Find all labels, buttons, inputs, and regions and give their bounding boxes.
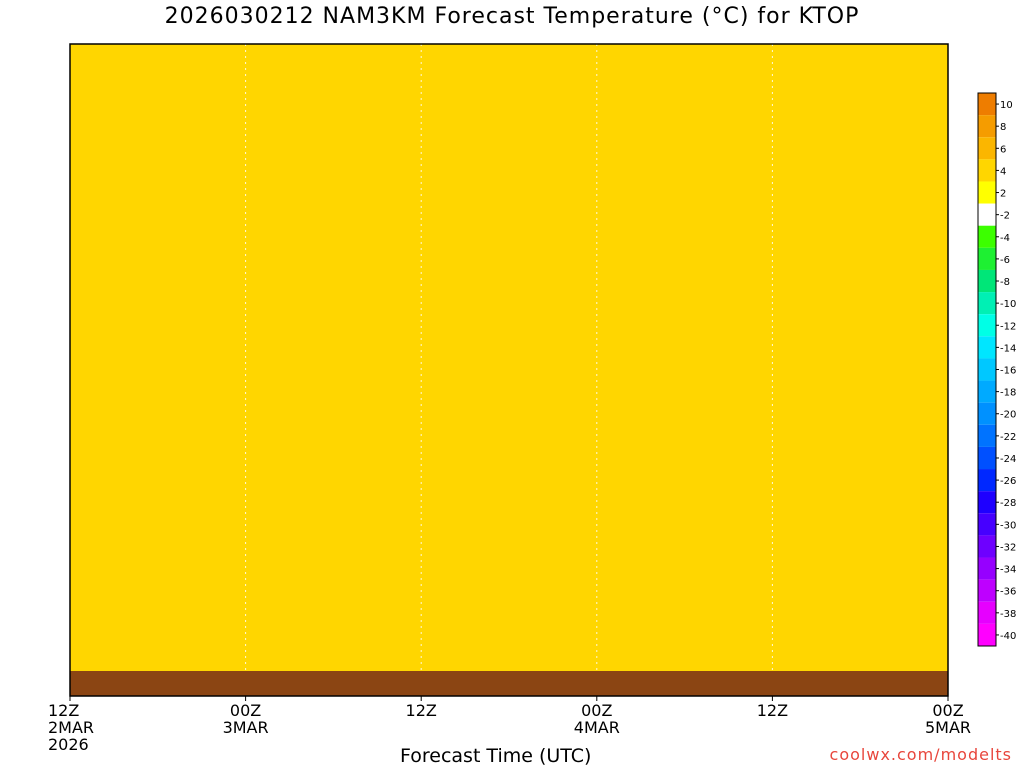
colorbar-label: -6 — [1000, 255, 1010, 266]
colorbar-swatch — [978, 535, 996, 558]
colorbar-label: -40 — [1000, 631, 1016, 642]
colorbar-label: -8 — [1000, 277, 1010, 288]
plot-area: -58-58-54-54-54-50-50-50-50-46-46-46-42-… — [69, 43, 949, 697]
colorbar-label: 2 — [1000, 189, 1006, 200]
colorbar-swatch — [978, 446, 996, 470]
colorbar-swatch — [978, 181, 996, 204]
colorbar-label: 8 — [1000, 122, 1006, 133]
x-tick-label: 2MAR — [48, 718, 94, 737]
colorbar-label: -38 — [1000, 609, 1016, 620]
colorbar-swatch — [978, 314, 996, 337]
colorbar-label: -18 — [1000, 388, 1016, 399]
colorbar-label: -28 — [1000, 498, 1016, 509]
colorbar-swatch — [978, 491, 996, 514]
colorbar-swatch — [978, 469, 996, 492]
colorbar-swatch — [978, 579, 996, 602]
colorbar-swatch — [978, 93, 996, 116]
colorbar-swatch — [978, 336, 996, 359]
colorbar-label: -14 — [1000, 343, 1016, 354]
source-credit: coolwx.com/modelts — [829, 745, 1012, 764]
colorbar-swatch — [978, 203, 996, 226]
colorbar-swatch — [978, 115, 996, 138]
terrain-below-surface — [70, 671, 948, 696]
x-tick-label: 3MAR — [223, 718, 269, 737]
plot-frame — [69, 43, 949, 697]
colorbar-label: -26 — [1000, 476, 1016, 487]
colorbar-swatch — [978, 269, 996, 293]
colorbar-label: -36 — [1000, 587, 1016, 598]
x-tick-label: 00Z — [230, 701, 261, 720]
colorbar-swatch — [978, 292, 996, 315]
colorbar-swatch — [978, 623, 996, 646]
colorbar-swatch — [978, 380, 996, 403]
colorbar-label: 4 — [1000, 166, 1006, 177]
temperature-field — [70, 44, 948, 696]
x-tick-label: 00Z — [581, 701, 612, 720]
colorbar-label: -12 — [1000, 321, 1016, 332]
colorbar-label: -16 — [1000, 366, 1016, 377]
x-tick-label: 12Z — [757, 701, 788, 720]
x-tick-label: 2026 — [48, 735, 89, 754]
colorbar-label: -30 — [1000, 520, 1016, 531]
colorbar: 10 8 6 4 2 -2 -4 -6 -8 -10 -12 -14 -16 -18 -20 -22 -24 -2… — [977, 92, 1016, 647]
colorbar-label: 10 — [1000, 100, 1013, 111]
x-tick-label: 12Z — [406, 701, 437, 720]
colorbar-label: -10 — [1000, 299, 1016, 310]
colorbar-swatch — [978, 424, 996, 447]
colorbar-label: -4 — [1000, 233, 1010, 244]
colorbar-swatch — [978, 358, 996, 381]
x-tick-label: 4MAR — [574, 718, 620, 737]
chart-title: 2026030212 NAM3KM Forecast Temperature (… — [164, 4, 860, 29]
colorbar-swatch — [978, 402, 996, 425]
colorbar-swatch — [978, 513, 996, 536]
colorbar-swatch — [978, 137, 996, 160]
x-tick-label: 00Z — [932, 701, 963, 720]
colorbar-label: -22 — [1000, 432, 1016, 443]
colorbar-label: -24 — [1000, 454, 1016, 465]
colorbar-swatch — [978, 247, 996, 270]
colorbar-label: -2 — [1000, 211, 1010, 222]
x-tick-label: 12Z — [48, 701, 79, 720]
colorbar-swatch — [978, 557, 996, 580]
x-axis-title: Forecast Time (UTC) — [400, 745, 592, 767]
colorbar-label: -32 — [1000, 542, 1016, 553]
colorbar-label: -20 — [1000, 410, 1016, 421]
colorbar-swatch — [978, 601, 996, 624]
colorbar-swatch — [978, 159, 996, 182]
colorbar-label: -34 — [1000, 565, 1016, 576]
colorbar-swatch — [978, 225, 996, 248]
x-tick-label: 5MAR — [925, 718, 971, 737]
colorbar-label: 6 — [1000, 144, 1006, 155]
